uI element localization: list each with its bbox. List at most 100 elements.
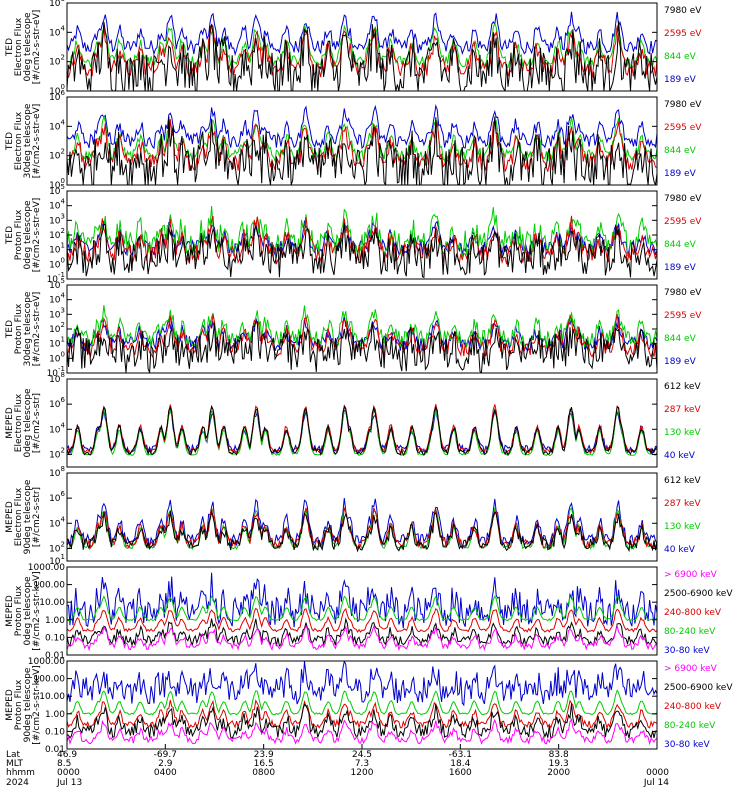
y-axis-label: TED (5, 132, 15, 151)
legend-entry: 30-80 keV (664, 646, 710, 656)
time-tick-hhmm: 0000 (646, 768, 669, 778)
y-axis-label: Proton Flux (14, 585, 24, 636)
time-tick-lat: 23.9 (254, 750, 274, 760)
y-tick-label: 104 (49, 515, 65, 529)
y-axis-label: Proton Flux (14, 209, 24, 260)
y-axis-label: 0deg telescope (23, 576, 33, 646)
y-axis-label: [#/cm2-s-str-eV] (32, 10, 42, 85)
y-tick-label: 103 (49, 212, 65, 226)
panel-2-frame (66, 96, 658, 186)
legend-entry: 612 keV (664, 476, 701, 486)
panel-4-traces (67, 305, 657, 373)
legend-entry: 2500-6900 keV (664, 683, 733, 693)
y-tick-label: 100 (49, 256, 65, 270)
legend-entry: 844 eV (664, 334, 697, 344)
y-tick-label: 100 (49, 350, 65, 364)
y-axis-label: 30deg telescope (23, 291, 33, 366)
y-axis-label: Proton Flux (14, 303, 24, 354)
y-tick-label: 104 (49, 292, 65, 306)
series-trace-2595-ev (67, 313, 657, 359)
y-axis-label: TED (5, 320, 15, 339)
y-tick-label: 106 (49, 490, 65, 504)
series-trace-130-kev (67, 506, 657, 550)
series-trace-80-240-kev (67, 689, 657, 716)
y-tick-label: 0.10 (45, 633, 65, 643)
time-row-label: 2024 (6, 778, 29, 788)
legend-entry: 240-800 keV (664, 702, 722, 712)
y-tick-label: 102 (49, 227, 65, 241)
y-tick-label: 103 (49, 306, 65, 320)
y-axis-label: Electron Flux (14, 17, 24, 76)
legend-entry: 80-240 keV (664, 627, 716, 637)
y-tick-label: 104 (49, 118, 65, 132)
y-axis-label: MEPED (5, 407, 15, 439)
time-tick-mlt: 16.5 (254, 759, 274, 769)
legend-entry: 189 eV (664, 263, 697, 273)
panel-1-traces (67, 11, 657, 91)
series-trace-189-ev (67, 103, 657, 150)
legend-layer: 7980 eV 2595 eV 844 eV 189 eV 7980 eV 2595 eV… (664, 6, 733, 750)
series-trace-2500-6900-kev (67, 617, 657, 648)
panel-5-frame (66, 378, 658, 468)
y-axis-label: TED (5, 38, 15, 57)
legend-entry: 189 eV (664, 357, 697, 367)
series-trace-844-ev (67, 205, 657, 259)
y-tick-label: 1.00 (45, 616, 65, 626)
y-tick-label: 102 (49, 148, 65, 162)
y-axis-label: 0deg telescope (23, 200, 33, 270)
legend-entry: 2595 eV (664, 123, 702, 133)
series-trace-30-80-kev (67, 661, 657, 707)
legend-entry: 7980 eV (664, 288, 702, 298)
y-axis-label: 90deg telescope (23, 479, 33, 554)
y-tick-label: 106 (49, 396, 65, 410)
panel-8-traces (67, 661, 657, 746)
y-axis-label: Electron Flux (14, 487, 24, 546)
y-axis-label: 90deg telescope (23, 667, 33, 742)
y-axis-label: MEPED (5, 595, 15, 627)
y-axis-label: Electron Flux (14, 393, 24, 452)
panel-7-frame (66, 566, 658, 656)
panel-6-traces (67, 498, 657, 553)
time-tick-hhmm: 1600 (449, 768, 472, 778)
panel-2-traces (67, 103, 657, 185)
y-axis-label: [#/cm2-s-str-eV] (32, 104, 42, 179)
time-tick-lat: -69.7 (154, 750, 177, 760)
series-trace-7980-ev (67, 321, 657, 373)
y-tick-label: 102 (49, 446, 65, 460)
y-axis-label: [#/cm2-s-str-keV] (32, 571, 42, 650)
time-tick-hhmm: 2000 (547, 768, 570, 778)
panel-8-frame (66, 660, 658, 750)
time-tick-date: Jul 14 (643, 778, 669, 788)
series-trace-130-kev (67, 407, 657, 457)
legend-entry: 612 keV (664, 382, 701, 392)
plot-layer (67, 11, 657, 746)
panel-7-traces (67, 572, 657, 652)
y-axis-label: 0deg telescope (23, 388, 33, 458)
legend-entry: 7980 eV (664, 6, 702, 16)
legend-entry: 844 eV (664, 240, 697, 250)
y-axis-label: 30deg telescope (23, 103, 33, 178)
series-trace-7980-ev (67, 223, 657, 279)
legend-entry: 240-800 keV (664, 608, 722, 618)
y-tick-label: 104 (49, 24, 65, 38)
legend-entry: 130 keV (664, 428, 701, 438)
legend-entry: 2595 eV (664, 311, 702, 321)
y-axis-label: [#/cm2-s-str-eV] (32, 292, 42, 367)
time-tick-hhmm: 0400 (154, 768, 177, 778)
y-tick-label: 0.01 (45, 745, 65, 755)
y-tick-label: 104 (49, 198, 65, 212)
series-trace-40-kev (67, 405, 657, 455)
series-trace-189-ev (67, 11, 657, 57)
series-trace-2595-ev (67, 23, 657, 79)
y-axis-label: Proton Flux (14, 679, 24, 730)
series-trace--6900-kev (67, 717, 657, 746)
y-axis-label: MEPED (5, 689, 15, 721)
legend-entry: 2595 eV (664, 29, 702, 39)
y-tick-label: 10.00 (39, 692, 65, 702)
legend-entry: 7980 eV (664, 100, 702, 110)
series-trace-7980-ev (67, 116, 657, 185)
y-tick-label: 100.00 (34, 675, 66, 685)
y-tick-label: 106 (49, 0, 65, 9)
